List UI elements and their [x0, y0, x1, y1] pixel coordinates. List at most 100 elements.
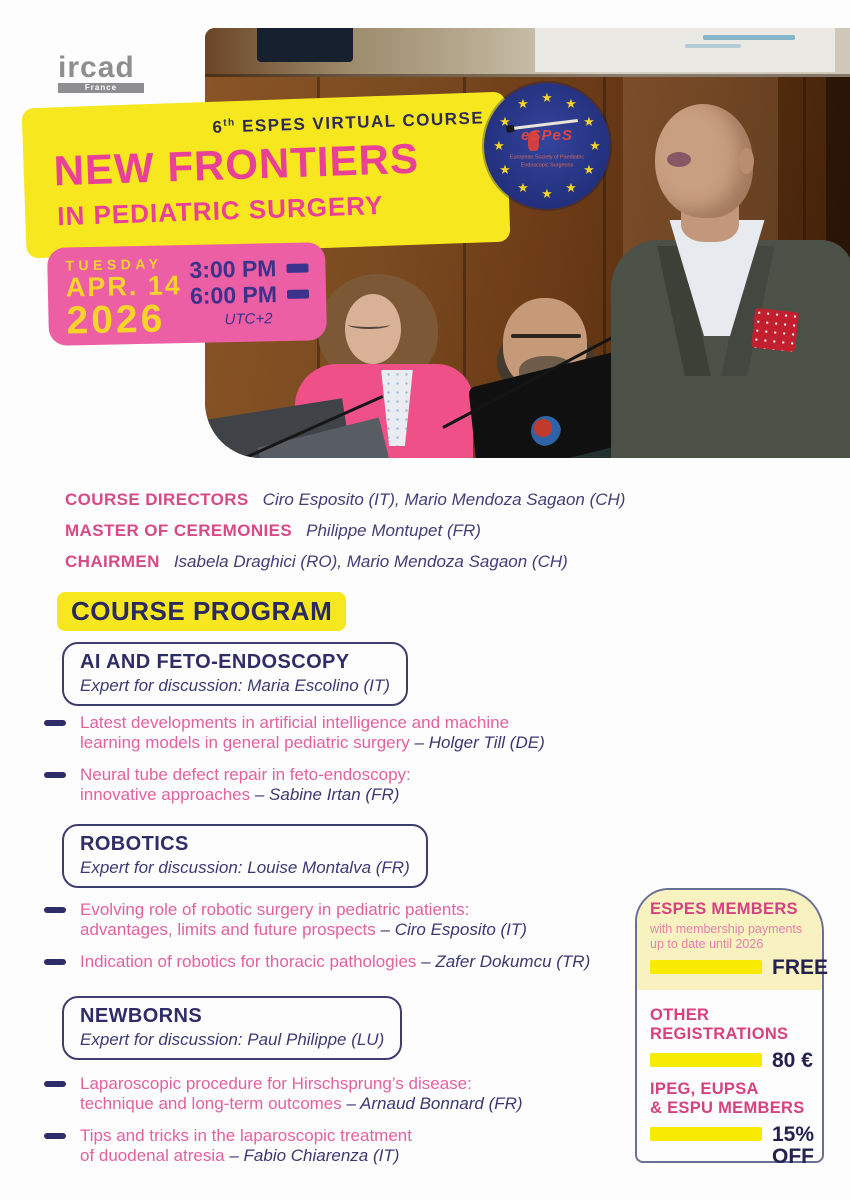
leadership-names: Isabela Draghici (RO), Mario Mendoza Sag…	[173, 552, 568, 571]
program-heading-label: COURSE PROGRAM	[71, 596, 333, 626]
leadership-row: COURSE DIRECTORS Ciro Esposito (IT), Mar…	[65, 490, 625, 521]
screen-text-line	[703, 35, 795, 40]
tier-price-row: 15% OFF	[650, 1122, 815, 1168]
date-box: TUESDAY APR. 14 2026 3:00 PM 6:00 PM UTC…	[47, 242, 327, 346]
tier-name: ESPES MEMBERS	[650, 900, 798, 918]
ircad-country-label: France	[84, 83, 118, 92]
screen-text-line	[685, 44, 741, 48]
section-topics: Latest developments in artificial intell…	[44, 713, 624, 818]
speaker-bruise	[667, 152, 691, 167]
title-banner: 6th ESPES VIRTUAL COURSE NEW FRONTIERS I…	[21, 91, 511, 259]
course-kicker: 6th ESPES VIRTUAL COURSE	[212, 108, 484, 137]
topic-text: Tips and tricks in the laparoscopic trea…	[80, 1126, 412, 1166]
time-dash	[286, 263, 309, 273]
child-figure-icon	[528, 131, 539, 151]
edition-ordinal: th	[223, 117, 236, 129]
ircad-logo: ircad France	[58, 51, 188, 93]
leadership-row: CHAIRMEN Isabela Draghici (RO), Mario Me…	[65, 552, 625, 583]
speaker-ear	[739, 148, 754, 174]
section-expert: Expert for discussion: Maria Escolino (I…	[80, 676, 390, 695]
tier-price: 80 €	[772, 1048, 813, 1072]
topic-speaker: – Zafer Dokumcu (TR)	[421, 952, 591, 972]
section-box-robotics: ROBOTICS Expert for discussion: Louise M…	[62, 824, 428, 888]
event-year: 2026	[66, 297, 166, 343]
section-topics: Laparoscopic procedure for Hirschsprung’…	[44, 1074, 624, 1179]
topic-item: Indication of robotics for thoracic path…	[44, 952, 624, 972]
tier-name: IPEG, EUPSA & ESPU MEMBERS	[650, 1080, 805, 1117]
time-dash	[286, 289, 310, 299]
espes-logo-subtitle: European Society of Paediatric Endoscopi…	[509, 154, 585, 169]
section-expert: Expert for discussion: Louise Montalva (…	[80, 858, 410, 877]
topic-text: Evolving role of robotic surgery in pedi…	[80, 900, 470, 939]
poster-title-line1: NEW FRONTIERS	[52, 134, 420, 195]
topic-item: Laparoscopic procedure for Hirschsprung’…	[44, 1074, 624, 1113]
date-column: TUESDAY APR. 14 2026	[65, 255, 183, 343]
dash-bullet-icon	[44, 1081, 66, 1087]
topic-speaker: – Fabio Chiarenza (IT)	[229, 1146, 400, 1166]
tier-note: with membership payments up to date unti…	[650, 921, 803, 951]
topic-text: Laparoscopic procedure for Hirschsprung’…	[80, 1074, 472, 1113]
monitor	[257, 28, 353, 62]
tier-price-row: FREE	[650, 957, 828, 979]
section-box-newborns: NEWBORNS Expert for discussion: Paul Phi…	[62, 996, 403, 1060]
topic-text: Latest developments in artificial intell…	[80, 713, 510, 752]
dash-bullet-icon	[44, 1133, 66, 1140]
topic-speaker: – Ciro Esposito (IT)	[380, 919, 527, 939]
tier-price: FREE	[772, 956, 829, 980]
ircad-country-bar: France	[58, 83, 144, 93]
pricing-tier-espes-members: ESPES MEMBERS with membership payments u…	[650, 900, 828, 980]
program-heading: COURSE PROGRAM	[57, 592, 347, 631]
tier-price: 15% OFF	[772, 1122, 815, 1168]
course-leadership: COURSE DIRECTORS Ciro Esposito (IT), Mar…	[65, 490, 625, 583]
espes-logo: eSPeS European Society of Paediatric End…	[484, 83, 610, 209]
edition-number: 6	[212, 117, 224, 137]
section-title: ROBOTICS	[80, 833, 189, 855]
seated-man-glasses	[511, 334, 581, 338]
poster-title-line2: IN PEDIATRIC SURGERY	[56, 189, 384, 232]
dash-bullet-icon	[44, 959, 66, 966]
woman-face	[345, 294, 401, 364]
topic-speaker: – Sabine Irtan (FR)	[254, 785, 400, 805]
section-topics: Evolving role of robotic surgery in pedi…	[44, 900, 624, 985]
price-bar	[650, 1052, 762, 1067]
topic-text: Indication of robotics for thoracic path…	[80, 952, 417, 972]
espes-logo-word: eSPeS	[521, 127, 573, 144]
pricing-tier-ipeg-eupsa-espu: IPEG, EUPSA & ESPU MEMBERS 15% OFF	[650, 1080, 814, 1168]
leadership-row: MASTER OF CEREMONIES Philippe Montupet (…	[65, 521, 625, 552]
section-title: NEWBORNS	[80, 1005, 203, 1027]
time-column: 3:00 PM 6:00 PM UTC+2	[189, 255, 310, 329]
woman-glasses	[348, 320, 390, 329]
pricing-panel: ESPES MEMBERS with membership payments u…	[635, 888, 828, 1168]
dash-bullet-icon	[44, 907, 66, 913]
red-pocket-square	[751, 307, 799, 353]
topic-item: Tips and tricks in the laparoscopic trea…	[44, 1126, 624, 1165]
leadership-label: COURSE DIRECTORS	[65, 490, 249, 509]
wall-seam	[463, 68, 466, 458]
ircad-logo-text: ircad	[58, 51, 135, 84]
topic-item: Neural tube defect repair in feto-endosc…	[44, 765, 624, 804]
price-bar	[650, 1126, 762, 1141]
dash-bullet-icon	[44, 720, 66, 726]
topic-item: Latest developments in artificial intell…	[44, 713, 624, 752]
leadership-names: Ciro Esposito (IT), Mario Mendoza Sagaon…	[262, 490, 626, 509]
laptop-sticker	[531, 416, 561, 446]
dash-bullet-icon	[44, 772, 66, 779]
end-time: 6:00 PM	[189, 281, 278, 309]
section-box-ai-and-feto-endoscopy: AI AND FETO-ENDOSCOPY Expert for discuss…	[62, 642, 408, 706]
topic-speaker: – Holger Till (DE)	[414, 732, 545, 752]
start-time: 3:00 PM	[189, 255, 277, 283]
section-title: AI AND FETO-ENDOSCOPY	[80, 651, 350, 673]
course-type: ESPES VIRTUAL COURSE	[235, 108, 485, 137]
price-bar	[650, 960, 762, 975]
tier-price-row: 80 €	[650, 1048, 814, 1072]
timezone: UTC+2	[224, 310, 273, 329]
pricing-tier-other-registrations: OTHER REGISTRATIONS 80 €	[650, 1006, 814, 1072]
topic-text: Neural tube defect repair in feto-endosc…	[80, 765, 411, 805]
topic-speaker: – Arnaud Bonnard (FR)	[346, 1093, 523, 1113]
leadership-label: CHAIRMEN	[65, 552, 160, 571]
section-expert: Expert for discussion: Paul Philippe (LU…	[80, 1030, 385, 1049]
leadership-label: MASTER OF CEREMONIES	[65, 521, 293, 540]
wall-seam	[603, 68, 606, 458]
topic-item: Evolving role of robotic surgery in pedi…	[44, 900, 624, 939]
